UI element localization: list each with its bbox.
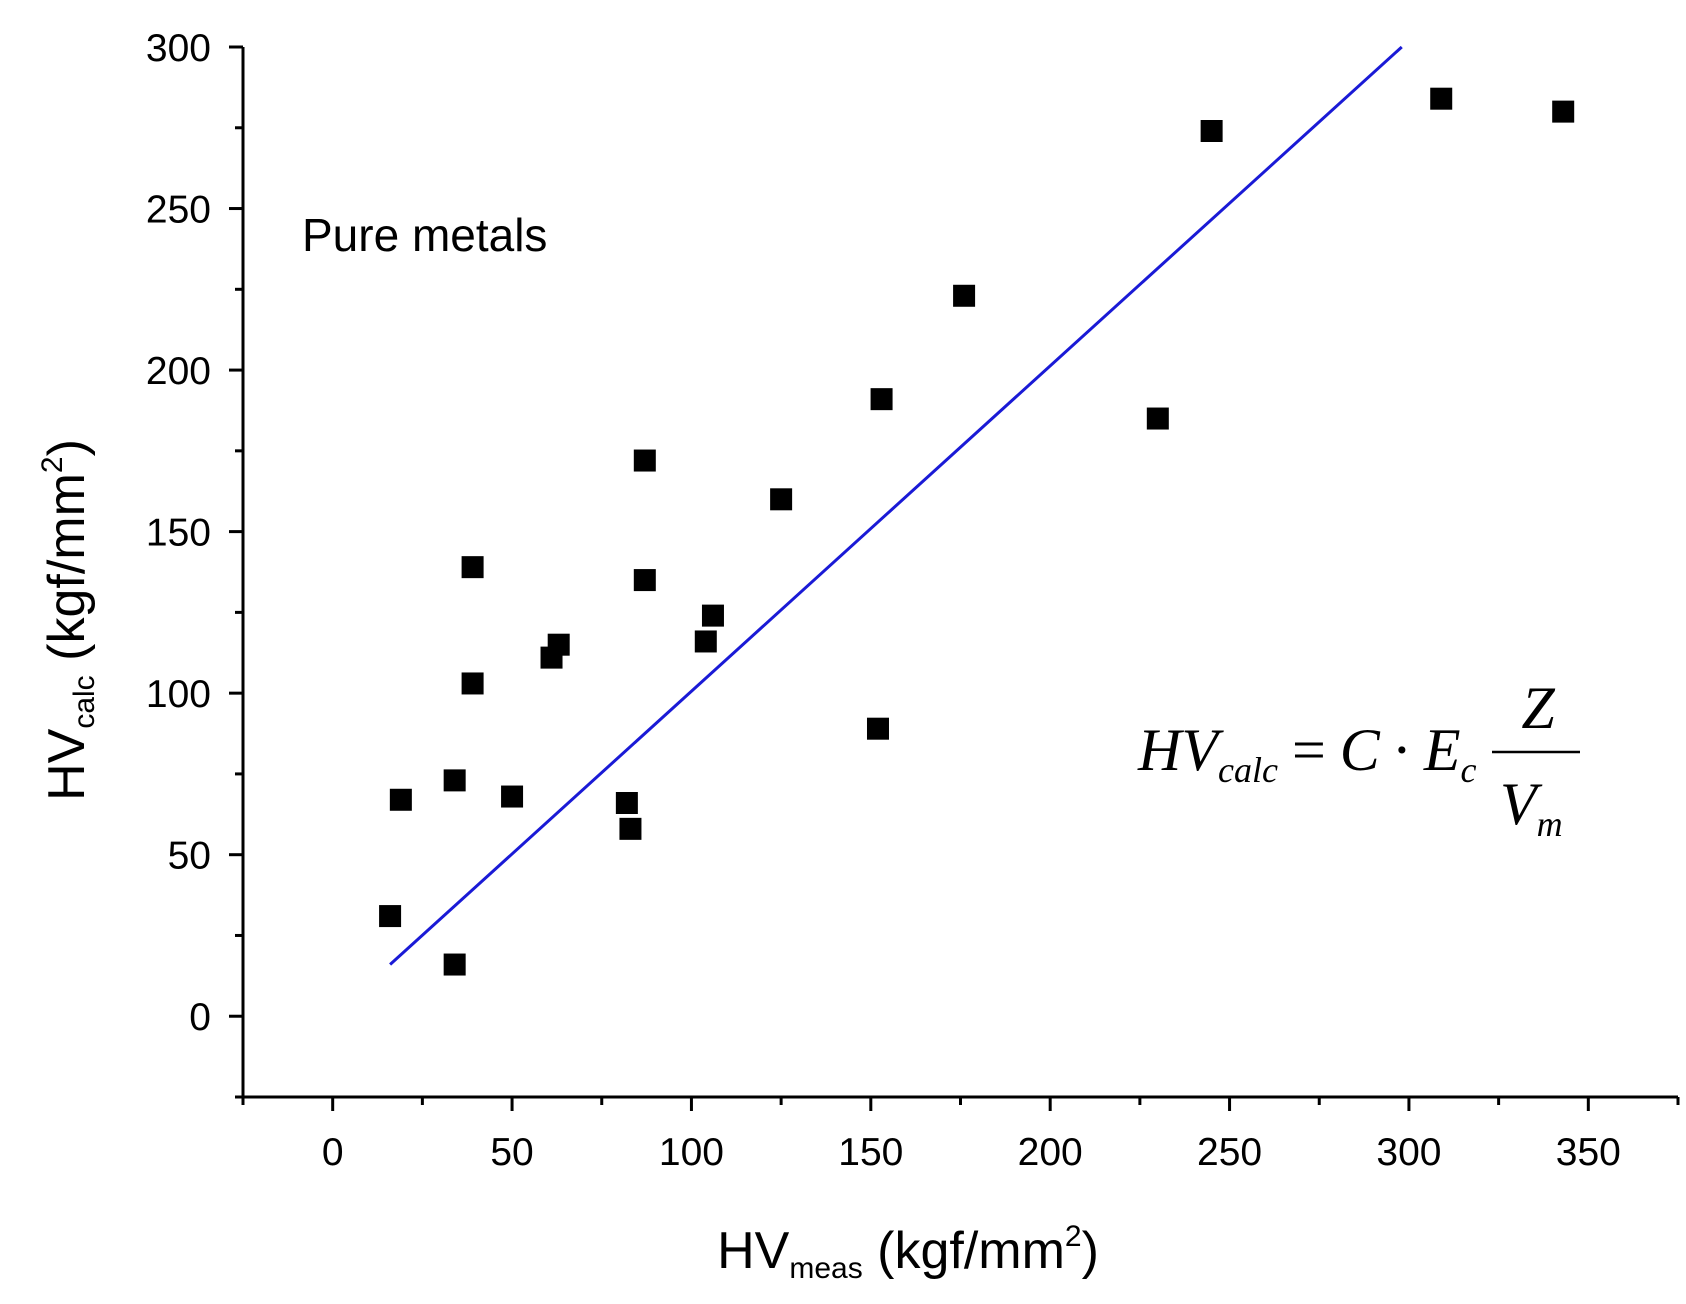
data-point (953, 284, 976, 307)
data-point (461, 672, 484, 695)
x-axis-title: HVmeas (kgf/mm2) (717, 1220, 1099, 1285)
y-tick-label: 300 (146, 27, 211, 70)
svg-text:Vm: Vm (1500, 771, 1563, 844)
x-title-unit: (kgf/mm (863, 1222, 1065, 1280)
y-axis-title: HVcalc (kgf/mm2) (36, 439, 101, 801)
y-tick-label: 100 (146, 673, 211, 716)
formula-lhs-sub: calc (1218, 750, 1278, 790)
formula-dot: · (1392, 717, 1412, 783)
data-points (379, 87, 1575, 976)
y-title-sub: calc (68, 675, 101, 728)
data-point (615, 792, 638, 814)
data-point (701, 604, 724, 627)
x-tick-label: 350 (1556, 1131, 1621, 1174)
data-point (1200, 120, 1223, 142)
formula: HVcalc = C · Ec Z Vm (1137, 675, 1580, 844)
y-title-close: ) (38, 439, 96, 456)
data-point (443, 769, 466, 792)
data-point (547, 633, 570, 656)
y-title-unit: (kgf/mm (38, 473, 96, 675)
data-point (694, 630, 717, 653)
x-tick-label: 50 (490, 1131, 533, 1174)
fit-line-layer (389, 45, 1403, 966)
y-title-main: HV (38, 728, 96, 801)
formula-den-sub: m (1537, 804, 1563, 844)
data-point (619, 817, 642, 840)
annotation-pure-metals: Pure metals (302, 209, 547, 261)
formula-e-sub: c (1460, 750, 1476, 790)
data-point (866, 717, 889, 740)
formula-den: V (1500, 771, 1543, 837)
y-tick-label: 0 (189, 996, 211, 1039)
x-axis-ticks: 0 50 100 150 200 250 300 350 (241, 1097, 1680, 1174)
x-title-main: HV (717, 1222, 790, 1280)
x-tick-label: 150 (838, 1131, 903, 1174)
data-point (870, 388, 893, 411)
y-axis-ticks: 0 50 100 150 200 250 300 (146, 27, 243, 1099)
y-tick-label: 50 (168, 835, 211, 878)
data-point (1146, 407, 1169, 430)
x-tick-label: 0 (322, 1131, 344, 1174)
x-title-sub: meas (789, 1252, 862, 1285)
formula-c: C (1340, 717, 1381, 783)
x-tick-label: 300 (1376, 1131, 1441, 1174)
y-title-sup: 2 (36, 456, 69, 473)
formula-e: E (1423, 717, 1461, 783)
data-point (633, 569, 656, 592)
y-tick-label: 150 (146, 512, 211, 555)
x-title-sup: 2 (1065, 1220, 1082, 1253)
data-point (1552, 100, 1575, 123)
data-point (389, 788, 412, 811)
data-point (461, 556, 484, 579)
svg-text:HVcalc=C·Ec: HVcalc = C · Ec (1137, 717, 1476, 790)
x-title-close: ) (1082, 1222, 1099, 1280)
data-point (633, 449, 656, 472)
axes (241, 47, 1678, 1099)
formula-lhs: HV (1137, 717, 1224, 783)
y-tick-label: 200 (146, 350, 211, 393)
data-point (501, 785, 524, 808)
x-tick-label: 200 (1018, 1131, 1083, 1174)
fit-line (389, 45, 1403, 966)
formula-eq: = (1292, 717, 1326, 783)
data-point (1430, 87, 1453, 110)
data-point (443, 953, 466, 976)
x-tick-label: 100 (659, 1131, 724, 1174)
y-tick-label: 250 (146, 189, 211, 232)
formula-numerator: Z (1521, 675, 1555, 741)
data-point (379, 905, 402, 928)
data-point (770, 488, 793, 511)
x-tick-label: 250 (1197, 1131, 1262, 1174)
